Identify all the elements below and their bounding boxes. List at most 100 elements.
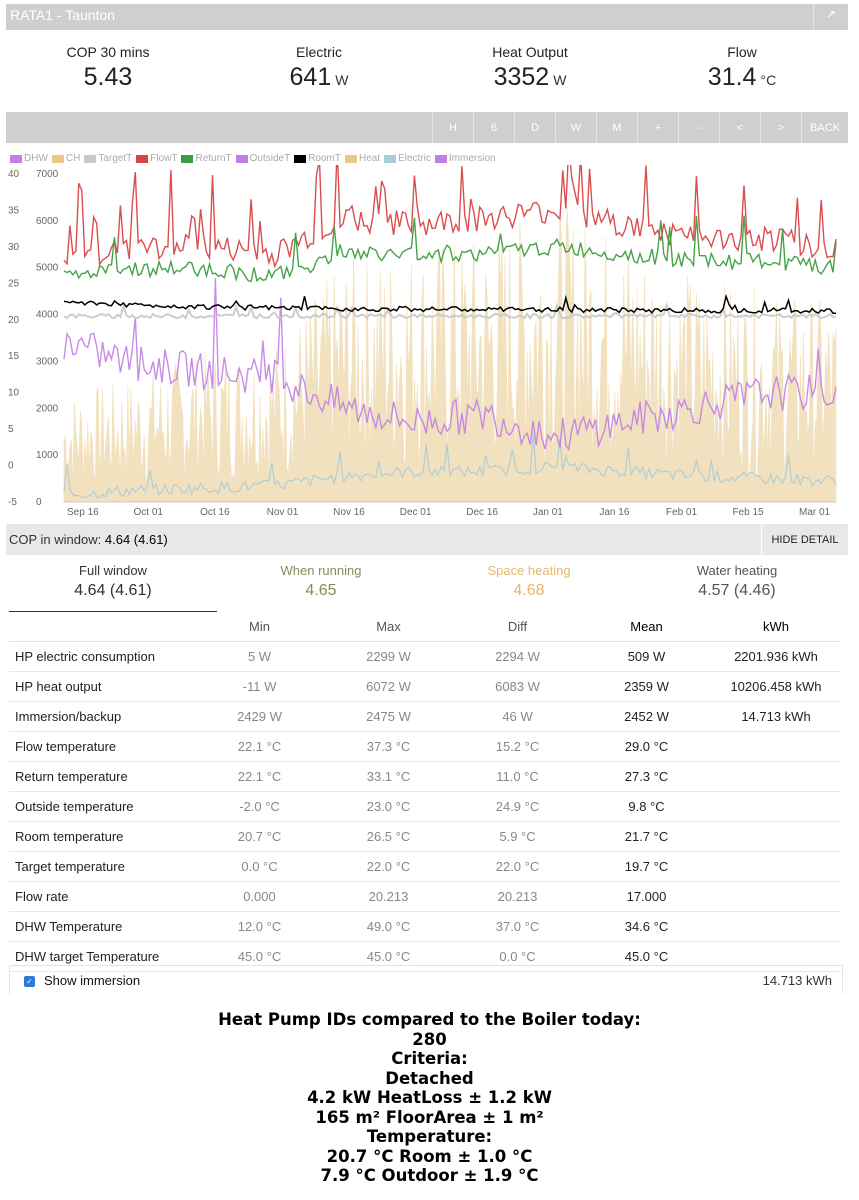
- table-cell: 2294 W: [453, 641, 582, 672]
- series-roomt: [63, 293, 837, 315]
- y-left-tick-label: 40: [8, 169, 20, 180]
- show-immersion-checkbox[interactable]: ✓: [24, 976, 35, 987]
- table-cell: 20.213: [453, 881, 582, 912]
- x-tick-label: Feb 01: [666, 507, 698, 518]
- row-name: Immersion/backup: [9, 701, 195, 732]
- y-right-tick-label: 5000: [36, 263, 59, 274]
- table-cell: 2429 W: [195, 701, 324, 732]
- legend-item-returnt[interactable]: ReturnT: [181, 153, 232, 164]
- table-cell: 5 W: [195, 641, 324, 672]
- row-name: Outside temperature: [9, 791, 195, 822]
- table-row: HP electric consumption 5 W 2299 W 2294 W 50…: [9, 641, 841, 672]
- col-name-header: [9, 612, 195, 642]
- legend-swatch: [434, 154, 447, 163]
- pan-left-button[interactable]: <: [719, 112, 760, 143]
- table-header-row: Min Max Diff Mean kWh: [9, 612, 841, 642]
- legend-swatch: [51, 154, 64, 163]
- table-cell: 22.1 °C: [195, 731, 324, 762]
- table-cell: [711, 731, 841, 762]
- criteria-outdoor-temp: 7.9 °C Outdoor ± 1.9 °C: [320, 1166, 539, 1185]
- chart: 40 35 30 25 20 15 10 5 0 -5 7000 6000 5000 4000 3000 20…: [8, 165, 837, 518]
- y-left-tick-label: 10: [8, 388, 20, 399]
- legend-label: DHW: [24, 153, 48, 164]
- row-name: DHW target Temperature: [9, 941, 195, 972]
- stat-heat-output: Heat Output 3352 W: [430, 44, 630, 92]
- view-day-button[interactable]: D: [514, 112, 555, 143]
- stats-table: Min Max Diff Mean kWh HP electric consum…: [9, 612, 841, 972]
- legend-item-roomt[interactable]: RoomT: [294, 153, 341, 164]
- view-week-button[interactable]: W: [555, 112, 596, 143]
- y-left-tick-label: 0: [8, 461, 14, 472]
- legend-label: Electric: [398, 153, 431, 164]
- legend-swatch: [384, 154, 397, 163]
- table-cell: 37.3 °C: [324, 731, 453, 762]
- summary-count: 280: [412, 1029, 447, 1049]
- stat-value: 3352: [493, 63, 550, 91]
- table-cell: 21.7 °C: [582, 821, 711, 852]
- legend-item-electric[interactable]: Electric: [384, 153, 431, 164]
- show-immersion-label: Show immersion: [44, 973, 141, 988]
- table-cell: 2475 W: [324, 701, 453, 732]
- legend-item-flowt[interactable]: FlowT: [136, 153, 177, 164]
- col-kwh-header: kWh: [711, 612, 841, 642]
- show-immersion-row: ✓ Show immersion 14.713 kWh: [9, 965, 843, 994]
- view-6h-button[interactable]: 6: [473, 112, 514, 143]
- view-month-button[interactable]: M: [596, 112, 637, 143]
- external-link-icon[interactable]: ↗: [813, 4, 848, 30]
- hide-detail-button[interactable]: HIDE DETAIL: [761, 524, 848, 555]
- series-outsidet: [63, 278, 837, 452]
- temperature-label: Temperature:: [366, 1127, 493, 1146]
- table-row: HP heat output -11 W 6072 W 6083 W 2359 W 102…: [9, 671, 841, 702]
- row-name: Target temperature: [9, 851, 195, 882]
- table-cell: 19.7 °C: [582, 851, 711, 882]
- table-cell: [711, 851, 841, 882]
- col-mean-header: Mean: [582, 612, 711, 642]
- summary-heading: Heat Pump IDs compared to the Boiler tod…: [218, 1010, 641, 1029]
- legend-item-immersion[interactable]: Immersion: [434, 153, 496, 164]
- y-left-tick-label: 20: [8, 315, 20, 326]
- tab-label: Space heating: [487, 563, 571, 578]
- criteria-label: Criteria:: [391, 1049, 468, 1068]
- cop-window-bar: COP in window: 4.64 (4.61) HIDE DETAIL: [6, 524, 848, 555]
- x-tick-label: Dec 16: [466, 507, 498, 518]
- table-cell: 2452 W: [582, 701, 711, 732]
- table-cell: 23.0 °C: [324, 791, 453, 822]
- tab-full-window[interactable]: Full window 4.64 (4.61): [9, 563, 217, 612]
- legend-label: CH: [65, 153, 81, 164]
- y-right-tick-label: 7000: [36, 169, 59, 180]
- table-cell: 0.0 °C: [453, 941, 582, 972]
- legend-swatch: [136, 154, 149, 163]
- tab-when-running[interactable]: When running 4.65: [217, 563, 425, 600]
- view-hour-button[interactable]: H: [432, 112, 473, 143]
- legend-item-targett[interactable]: TargetT: [84, 153, 132, 164]
- legend-item-outsidet[interactable]: OutsideT: [235, 153, 290, 164]
- table-row: Room temperature 20.7 °C 26.5 °C 5.9 °C 21.7…: [9, 821, 841, 852]
- y-right-tick-label: 6000: [36, 216, 59, 227]
- col-max-header: Max: [324, 612, 453, 642]
- col-diff-header: Diff: [453, 612, 582, 642]
- window-title: RATA1 - Taunton: [10, 7, 116, 23]
- legend-label: Immersion: [448, 153, 496, 164]
- back-button[interactable]: BACK: [801, 112, 848, 143]
- y-left-tick-label: 35: [8, 205, 20, 216]
- y-right-tick-label: 3000: [36, 356, 59, 367]
- row-name: HP electric consumption: [9, 641, 195, 672]
- legend-swatch: [294, 154, 307, 163]
- table-row: Immersion/backup 2429 W 2475 W 46 W 2452 W 14…: [9, 701, 841, 732]
- x-tick-label: Mar 01: [799, 507, 831, 518]
- pan-right-button[interactable]: >: [760, 112, 801, 143]
- tab-water-heating[interactable]: Water heating 4.57 (4.46): [633, 563, 841, 600]
- tab-space-heating[interactable]: Space heating 4.68: [425, 563, 633, 600]
- legend-label: FlowT: [150, 153, 178, 164]
- legend-item-heat[interactable]: Heat: [344, 153, 380, 164]
- table-row: Return temperature 22.1 °C 33.1 °C 11.0 °C 2…: [9, 761, 841, 792]
- y-left-tick-label: 5: [8, 424, 14, 435]
- legend-item-dhw[interactable]: DHW: [10, 153, 48, 164]
- zoom-out-button[interactable]: -: [678, 112, 719, 143]
- table-cell: 24.9 °C: [453, 791, 582, 822]
- zoom-in-button[interactable]: +: [637, 112, 678, 143]
- y-left-tick-label: 15: [8, 351, 20, 362]
- table-cell: 49.0 °C: [324, 911, 453, 942]
- legend-item-ch[interactable]: CH: [51, 153, 81, 164]
- table-cell: 22.0 °C: [453, 851, 582, 882]
